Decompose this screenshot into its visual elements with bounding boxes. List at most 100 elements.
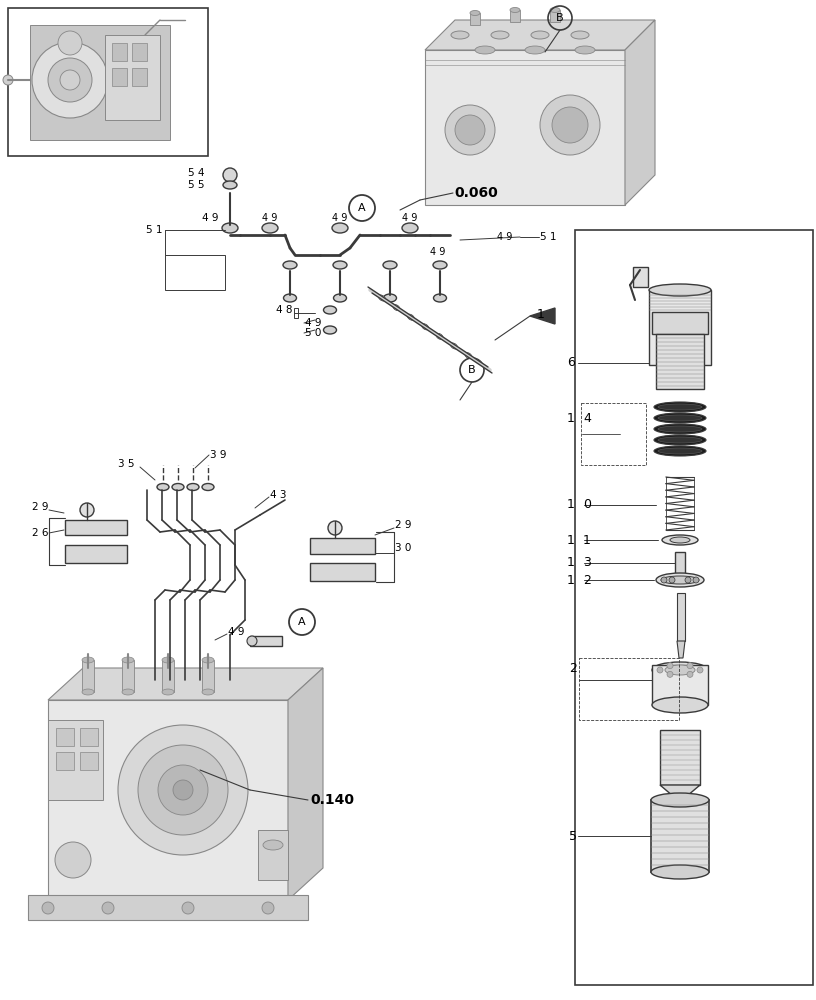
Ellipse shape [658,448,702,454]
Bar [550,10,560,22]
Text: 2 9: 2 9 [32,502,48,512]
Polygon shape [48,668,323,700]
Ellipse shape [332,223,348,233]
Circle shape [138,745,228,835]
Circle shape [118,725,248,855]
Circle shape [445,105,495,155]
Ellipse shape [283,294,296,302]
Bar [132,68,147,86]
Bar [48,700,288,900]
Bar [649,290,711,365]
Text: 4 9: 4 9 [332,213,348,223]
Circle shape [102,902,114,914]
Circle shape [693,577,699,583]
Text: 6: 6 [567,357,575,369]
Circle shape [182,902,194,914]
Ellipse shape [654,413,706,423]
Text: 1: 1 [567,556,575,570]
Bar [652,312,708,334]
Bar [470,13,480,25]
Polygon shape [677,641,685,658]
Ellipse shape [450,343,458,349]
Ellipse shape [222,223,238,233]
Bar [165,255,225,290]
Circle shape [667,671,673,677]
Bar [65,545,127,563]
Text: 3 9: 3 9 [210,450,227,460]
Circle shape [48,58,92,102]
Text: 3: 3 [583,556,591,570]
Ellipse shape [662,535,698,545]
Bar [310,538,375,554]
Text: 3 5: 3 5 [118,459,135,469]
Text: 4 9: 4 9 [305,318,322,328]
Circle shape [552,107,588,143]
Bar [48,720,103,800]
Text: 0.060: 0.060 [454,186,498,200]
Ellipse shape [658,404,702,410]
Ellipse shape [323,306,336,314]
Ellipse shape [575,46,595,54]
Circle shape [3,75,13,85]
Text: 4 9: 4 9 [497,232,512,242]
Bar [65,520,127,535]
Bar [202,660,214,692]
Ellipse shape [433,294,446,302]
Circle shape [669,577,675,583]
Bar [56,752,74,770]
Text: 4 9: 4 9 [202,213,218,223]
Bar [660,730,700,785]
Ellipse shape [82,657,94,663]
Bar [510,10,520,22]
Bar [132,43,147,61]
Text: 1: 1 [567,574,575,586]
Circle shape [247,636,257,646]
Circle shape [60,70,80,90]
Circle shape [32,42,108,118]
Text: 1: 1 [583,534,591,546]
Text: 5 0: 5 0 [305,328,322,338]
Ellipse shape [475,46,495,54]
Ellipse shape [164,678,176,686]
Ellipse shape [162,689,174,695]
Bar [8,8,208,156]
Text: 1: 1 [567,412,575,424]
Circle shape [223,168,237,182]
Ellipse shape [510,7,520,12]
Ellipse shape [223,181,237,189]
Ellipse shape [649,284,711,296]
Ellipse shape [224,680,236,686]
Ellipse shape [194,678,206,686]
Bar [677,593,685,641]
Text: 3 0: 3 0 [395,543,411,553]
Bar [105,35,160,120]
Bar [581,403,646,465]
Ellipse shape [651,793,709,807]
Ellipse shape [654,446,706,456]
Text: A: A [358,203,366,213]
Circle shape [687,671,693,677]
Circle shape [661,577,667,583]
Polygon shape [625,20,655,205]
Circle shape [262,902,274,914]
Text: 4 3: 4 3 [270,490,286,500]
Ellipse shape [383,261,397,269]
Text: 5 5: 5 5 [188,180,205,190]
Circle shape [657,667,663,673]
Ellipse shape [665,665,695,675]
Ellipse shape [172,484,184,490]
Text: 4 9: 4 9 [402,213,418,223]
Ellipse shape [652,697,708,713]
Circle shape [328,521,342,535]
Bar [651,800,709,872]
Ellipse shape [465,353,472,359]
Ellipse shape [334,294,347,302]
Circle shape [667,663,673,669]
Ellipse shape [658,437,702,443]
Text: 5 1: 5 1 [540,232,557,242]
Circle shape [685,577,691,583]
Circle shape [173,780,193,800]
Ellipse shape [157,484,169,490]
Polygon shape [425,20,655,50]
Text: 2: 2 [569,662,577,674]
